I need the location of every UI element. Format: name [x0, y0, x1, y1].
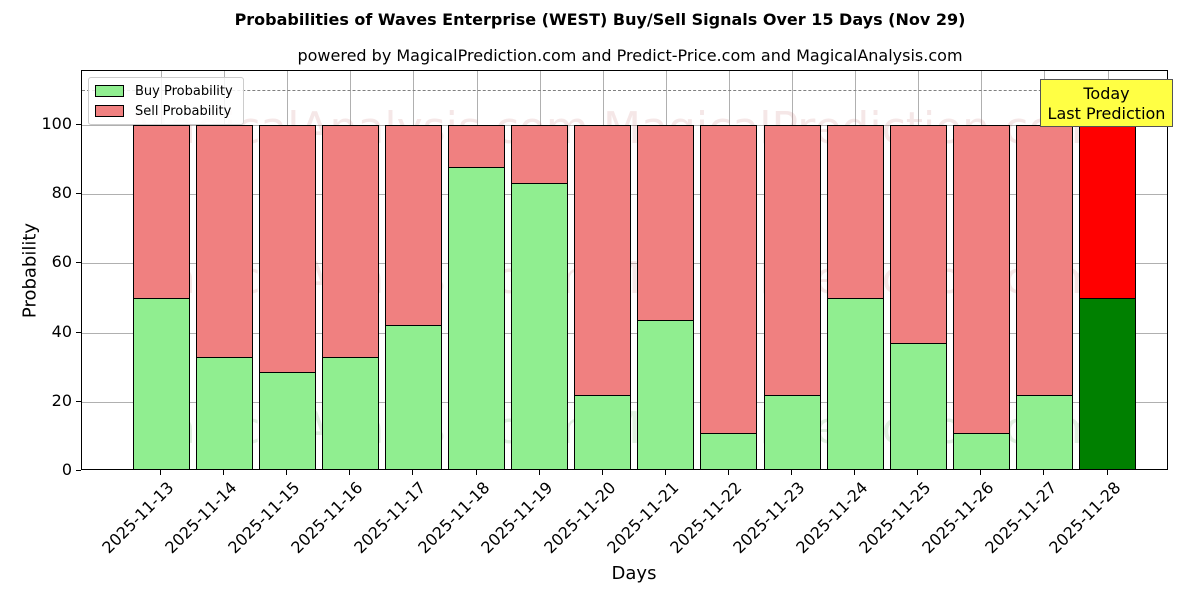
sell-bar: [763, 125, 821, 396]
today-annotation: Today Last Prediction: [1040, 79, 1173, 127]
y-tick-label: 80: [51, 183, 72, 203]
reference-line: [82, 90, 1167, 92]
buy-bar: [258, 372, 316, 469]
legend-item-buy: Buy Probability: [95, 83, 233, 99]
y-tick-mark: [76, 262, 81, 264]
x-tick-mark: [664, 470, 666, 475]
legend-buy-label: Buy Probability: [135, 83, 233, 99]
buy-bar: [574, 394, 632, 469]
sell-bar: [889, 125, 947, 345]
x-tick-mark: [917, 470, 919, 475]
sell-bar: [1015, 125, 1073, 396]
buy-bar: [448, 166, 505, 469]
y-tick-label: 60: [51, 252, 72, 272]
buy-bar: [1015, 394, 1073, 469]
sell-bar: [321, 125, 379, 358]
sell-bar: [700, 125, 758, 435]
y-tick-mark: [76, 124, 81, 125]
sell-bar: [195, 125, 253, 358]
y-axis-label: Probability: [19, 222, 41, 319]
buy-bar: [952, 432, 1010, 469]
sell-bar: [448, 125, 505, 168]
y-tick-mark: [76, 400, 81, 402]
buy-bar: [321, 356, 379, 469]
x-tick-mark: [1043, 470, 1045, 475]
buy-bar: [889, 343, 947, 469]
y-tick-mark: [76, 331, 81, 333]
sell-bar: [574, 125, 632, 396]
annotation-line-2: Last Prediction: [1047, 104, 1166, 123]
sell-bar: [952, 125, 1010, 434]
x-tick-mark: [791, 470, 792, 475]
x-tick-mark: [727, 470, 729, 475]
y-tick-mark: [76, 470, 81, 471]
buy-bar: [826, 298, 884, 469]
x-tick-mark: [980, 470, 982, 475]
sell-bar: [258, 125, 316, 374]
x-tick-mark: [160, 470, 161, 475]
buy-bar: [132, 298, 190, 469]
x-tick-mark: [412, 470, 414, 475]
buy-bar: [511, 182, 569, 469]
y-tick-label: 100: [41, 114, 72, 133]
x-tick-mark: [286, 470, 288, 475]
sell-bar: [1079, 125, 1136, 299]
x-tick-mark: [475, 470, 477, 475]
x-tick-mark: [601, 470, 603, 475]
sell-bar: [132, 125, 190, 299]
legend-item-sell: Sell Probability: [95, 103, 231, 119]
buy-bar: [1079, 298, 1136, 469]
y-tick-label: 0: [61, 460, 72, 479]
y-tick-label: 40: [51, 321, 72, 341]
sell-swatch-icon: [95, 105, 124, 117]
x-tick-mark: [349, 470, 351, 475]
sell-bar: [826, 125, 884, 299]
buy-bar: [384, 324, 442, 469]
x-tick-mark: [854, 470, 856, 475]
sell-bar: [511, 125, 569, 184]
buy-swatch-icon: [95, 85, 124, 97]
plot-area: MagicalAnalysis.comMagicalPrediction.com…: [81, 70, 1168, 470]
x-tick-mark: [1106, 470, 1108, 475]
x-tick-mark: [223, 470, 225, 475]
legend-sell-label: Sell Probability: [135, 103, 232, 119]
sell-bar: [384, 125, 442, 326]
buy-bar: [637, 319, 695, 469]
x-tick-mark: [538, 470, 540, 475]
sell-bar: [637, 125, 695, 321]
y-tick-label: 20: [51, 390, 72, 410]
annotation-line-1: Today: [1083, 84, 1130, 103]
legend: Buy Probability Sell Probability: [88, 77, 244, 125]
chart-title: Probabilities of Waves Enterprise (WEST)…: [234, 10, 966, 29]
buy-bar: [195, 356, 253, 469]
x-axis-label: Days: [611, 563, 657, 584]
buy-bar: [700, 433, 758, 469]
buy-bar: [763, 394, 821, 469]
chart-subtitle: powered by MagicalPrediction.com and Pre…: [297, 46, 963, 65]
y-tick-mark: [76, 193, 81, 195]
